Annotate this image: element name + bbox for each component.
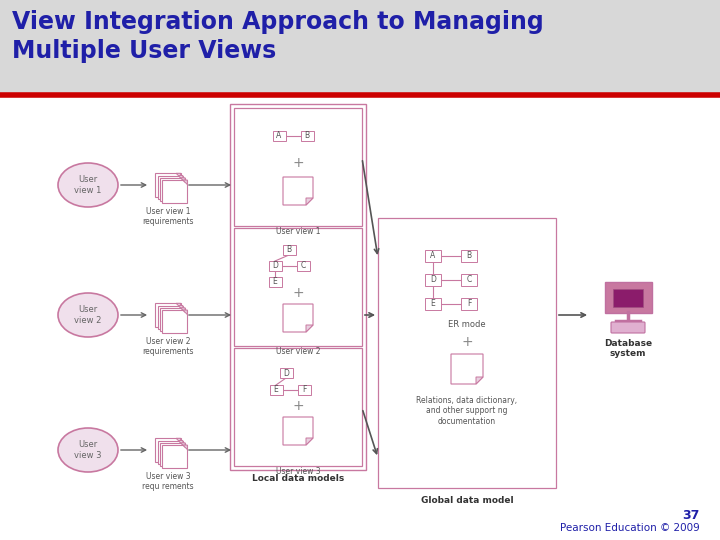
Text: User view 2: User view 2 [276,347,320,356]
Text: B: B [305,132,310,140]
Polygon shape [181,443,185,447]
FancyBboxPatch shape [160,443,185,466]
Polygon shape [283,417,313,445]
FancyBboxPatch shape [160,178,185,201]
FancyBboxPatch shape [234,348,362,466]
Text: +: + [292,399,304,413]
Ellipse shape [58,163,118,207]
Text: A: A [431,252,436,260]
Text: E: E [431,300,436,308]
FancyBboxPatch shape [162,445,187,468]
FancyBboxPatch shape [156,303,181,327]
Text: User view 3: User view 3 [276,467,320,476]
Polygon shape [476,377,483,384]
Text: +: + [462,335,473,349]
Text: ER mode: ER mode [448,320,486,329]
Text: C: C [300,261,305,271]
FancyBboxPatch shape [425,298,441,310]
Text: User view 1
requirements: User view 1 requirements [143,207,194,226]
FancyBboxPatch shape [425,250,441,262]
Text: B: B [287,246,292,254]
FancyBboxPatch shape [297,385,310,395]
FancyBboxPatch shape [461,274,477,286]
Polygon shape [283,177,313,205]
Text: B: B [467,252,472,260]
Text: A: A [276,132,282,140]
FancyBboxPatch shape [162,310,187,333]
FancyBboxPatch shape [297,261,310,271]
Polygon shape [176,303,181,308]
FancyBboxPatch shape [234,228,362,346]
FancyBboxPatch shape [269,261,282,271]
FancyBboxPatch shape [158,441,183,464]
Text: Database
system: Database system [604,339,652,359]
FancyBboxPatch shape [282,245,295,255]
Text: User view 2
requirements: User view 2 requirements [143,337,194,356]
Text: C: C [467,275,472,285]
FancyBboxPatch shape [230,104,366,470]
FancyBboxPatch shape [156,173,181,197]
Text: User view 3
requ rements: User view 3 requ rements [142,472,194,491]
Ellipse shape [58,428,118,472]
FancyBboxPatch shape [0,95,720,540]
Text: View Integration Approach to Managing
Multiple User Views: View Integration Approach to Managing Mu… [12,10,544,63]
Polygon shape [176,438,181,443]
Text: D: D [283,368,289,377]
Polygon shape [306,198,313,205]
Polygon shape [451,354,483,384]
Text: Pearson Education © 2009: Pearson Education © 2009 [560,523,700,533]
FancyBboxPatch shape [279,368,292,378]
Polygon shape [183,310,187,314]
FancyBboxPatch shape [160,308,185,331]
FancyBboxPatch shape [425,274,441,286]
Ellipse shape [58,293,118,337]
Polygon shape [181,308,185,312]
Text: E: E [274,386,279,395]
Polygon shape [179,306,183,310]
Polygon shape [179,176,183,180]
Polygon shape [306,325,313,332]
FancyBboxPatch shape [156,438,181,462]
Polygon shape [179,441,183,445]
Text: User view 1: User view 1 [276,227,320,236]
FancyBboxPatch shape [300,131,313,141]
Text: F: F [467,300,471,308]
Text: E: E [273,278,277,287]
FancyBboxPatch shape [613,289,643,307]
FancyBboxPatch shape [461,298,477,310]
Text: User
view 1: User view 1 [74,176,102,195]
Text: D: D [430,275,436,285]
Text: D: D [272,261,278,271]
Text: Global data model: Global data model [420,496,513,505]
FancyBboxPatch shape [378,218,556,488]
Polygon shape [176,173,181,178]
Text: +: + [292,286,304,300]
Text: Local data models: Local data models [252,474,344,483]
Text: F: F [302,386,306,395]
Text: Relations, data dictionary,
and other support ng
documentation: Relations, data dictionary, and other su… [416,396,518,426]
Text: User
view 3: User view 3 [74,440,102,460]
Polygon shape [183,180,187,185]
FancyBboxPatch shape [234,108,362,226]
Polygon shape [181,178,185,183]
FancyBboxPatch shape [269,385,282,395]
FancyBboxPatch shape [162,180,187,204]
Polygon shape [306,438,313,445]
Text: +: + [292,156,304,170]
FancyBboxPatch shape [461,250,477,262]
FancyBboxPatch shape [272,131,286,141]
FancyBboxPatch shape [158,306,183,329]
FancyBboxPatch shape [605,281,652,313]
FancyBboxPatch shape [158,176,183,199]
FancyBboxPatch shape [611,322,645,333]
FancyBboxPatch shape [269,277,282,287]
Polygon shape [283,304,313,332]
Text: 37: 37 [683,509,700,522]
Text: User
view 2: User view 2 [74,305,102,325]
Polygon shape [183,445,187,449]
